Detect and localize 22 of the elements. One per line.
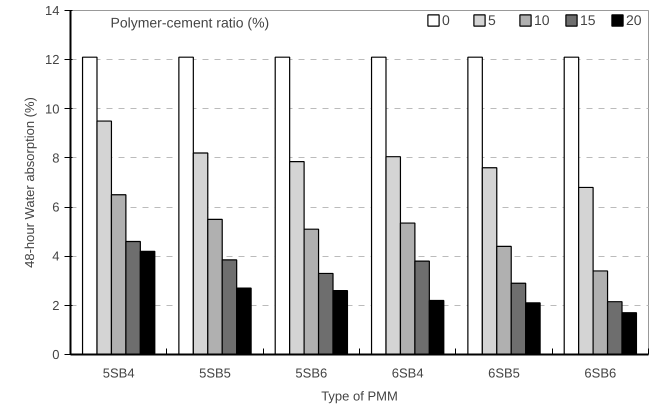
y-tick-label: 14: [45, 3, 60, 18]
x-tick-label: 6SB4: [392, 366, 424, 380]
y-tick-label: 4: [52, 248, 60, 264]
y-tick-label: 0: [52, 347, 60, 362]
y-tick-label: 2: [52, 298, 60, 313]
x-tick-label: 5SB6: [295, 366, 328, 380]
x-tick-label: 5SB5: [199, 366, 231, 380]
y-tick-label: 8: [52, 150, 60, 166]
legend-title: Polymer-cement ratio (%): [110, 14, 270, 30]
x-tick-label: 6SB5: [488, 366, 520, 380]
legend-label: 20: [626, 12, 643, 28]
x-axis-title: Type of PMM: [321, 388, 398, 404]
legend-label: 10: [534, 12, 551, 28]
legend-label: 5: [488, 12, 497, 28]
legend-label: 0: [442, 12, 451, 28]
y-tick-label: 6: [52, 200, 60, 215]
y-axis-title: 48-hour Water absorption (%): [22, 97, 38, 268]
legend-label: 15: [580, 12, 597, 28]
y-tick-label: 12: [45, 52, 60, 68]
x-tick-label: 6SB6: [584, 366, 616, 380]
y-tick-label: 10: [45, 101, 60, 116]
x-tick-label: 5SB4: [102, 366, 135, 380]
